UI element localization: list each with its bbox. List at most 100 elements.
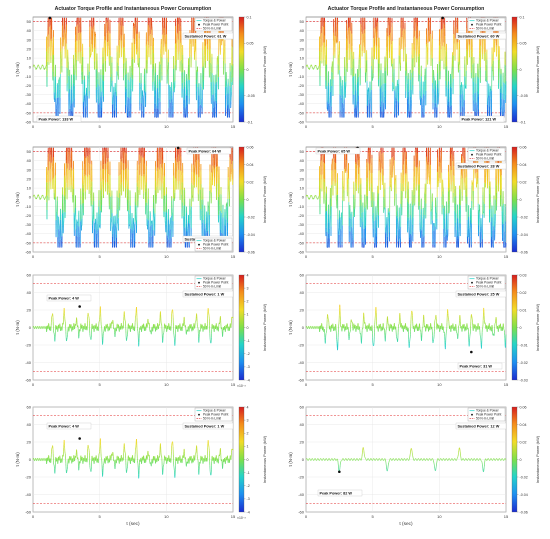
colorbar-tick-label: 0.06 bbox=[247, 145, 254, 149]
legend-marker-peak bbox=[198, 23, 200, 26]
colorbar-tick-label: -0.05 bbox=[247, 94, 255, 98]
y-tick-label: 10 bbox=[300, 186, 305, 191]
y-tick-label: 0 bbox=[29, 195, 32, 200]
y-tick-label: -40 bbox=[298, 231, 305, 236]
sustained-power-label: Sustained Power: 61 W bbox=[185, 35, 227, 39]
torque-power-series bbox=[32, 147, 234, 248]
colorbar-label: Instantaneous Power (kW) bbox=[262, 45, 267, 93]
colorbar-tick-label: -0.04 bbox=[247, 233, 255, 237]
y-axis-label: τ (N·m) bbox=[15, 62, 20, 77]
y-tick-label: 50 bbox=[300, 19, 305, 24]
peak-power-annotation: Peak Power: 133 W bbox=[36, 115, 82, 123]
peak-power-point bbox=[441, 16, 444, 20]
y-tick-label: -50 bbox=[298, 110, 305, 115]
legend-label: Torque & Power bbox=[476, 19, 500, 23]
chart-title: Actuator Torque Profile and Instantaneou… bbox=[328, 6, 485, 12]
legend-label: 50 N·m Limit bbox=[203, 247, 221, 251]
x-tick-label: 0 bbox=[305, 124, 308, 129]
y-tick-label: -30 bbox=[298, 92, 305, 97]
y-tick-label: 50 bbox=[27, 19, 32, 24]
y-tick-label: 0 bbox=[302, 195, 305, 200]
chart-panel-1: Actuator Torque Profile and Instantaneou… bbox=[15, 6, 267, 129]
y-tick-label: 30 bbox=[27, 167, 32, 172]
y-axis-label: τ (N·m) bbox=[288, 192, 293, 207]
y-tick-label: 40 bbox=[300, 158, 305, 163]
colorbar-tick-label: 0.05 bbox=[247, 42, 254, 46]
y-tick-label: -20 bbox=[25, 213, 32, 218]
y-tick-label: -30 bbox=[25, 92, 32, 97]
colorbar-tick-label: -0.06 bbox=[247, 250, 255, 254]
y-tick-label: -50 bbox=[298, 240, 305, 245]
legend-label: Peak Power Point bbox=[476, 23, 501, 27]
legend-marker-peak bbox=[198, 243, 200, 246]
x-tick-label: 0 bbox=[32, 254, 35, 259]
y-tick-label: -40 bbox=[298, 101, 305, 106]
peak-power-label: Peak Power: 133 W bbox=[39, 118, 74, 122]
legend-marker-peak bbox=[471, 23, 473, 26]
y-tick-label: -30 bbox=[298, 222, 305, 227]
x-tick-label: 10 bbox=[437, 124, 442, 129]
x-tick-label: 15 bbox=[231, 124, 236, 129]
y-tick-label: 20 bbox=[300, 46, 305, 51]
peak-power-annotation: Peak Power: 121 W bbox=[459, 115, 505, 123]
colorbar-tick-label: -0.05 bbox=[520, 94, 528, 98]
x-tick-label: 5 bbox=[99, 124, 102, 129]
y-tick-label: 20 bbox=[300, 176, 305, 181]
y-tick-label: 10 bbox=[27, 186, 32, 191]
y-tick-label: -30 bbox=[25, 222, 32, 227]
peak-power-label: Peak Power: 64 W bbox=[189, 150, 222, 154]
colorbar-tick-label: 0.05 bbox=[520, 42, 527, 46]
sustained-power-box bbox=[455, 32, 507, 40]
y-tick-label: -60 bbox=[25, 120, 32, 125]
x-tick-label: 10 bbox=[164, 124, 169, 129]
legend-label: 50 N·m Limit bbox=[476, 27, 494, 31]
colorbar-tick-label: -0.1 bbox=[520, 120, 526, 124]
legend-box bbox=[194, 17, 233, 32]
peak-power-annotation: Peak Power: 64 W bbox=[186, 147, 232, 155]
y-tick-label: -40 bbox=[25, 101, 32, 106]
y-tick-label: 10 bbox=[27, 56, 32, 61]
y-tick-label: -50 bbox=[25, 240, 32, 245]
y-tick-label: -10 bbox=[298, 74, 305, 79]
legend-label: Torque & Power bbox=[203, 19, 227, 23]
legend-label: Peak Power Point bbox=[203, 23, 228, 27]
x-tick-label: 0 bbox=[305, 254, 308, 259]
y-tick-label: 0 bbox=[29, 65, 32, 70]
colorbar-tick-label: -0.02 bbox=[247, 215, 255, 219]
y-tick-label: -10 bbox=[298, 204, 305, 209]
x-tick-label: 10 bbox=[437, 254, 442, 259]
y-tick-label: -40 bbox=[25, 231, 32, 236]
sustained-power-box bbox=[182, 32, 234, 40]
y-tick-label: -20 bbox=[25, 83, 32, 88]
torque-power-series bbox=[32, 17, 234, 118]
y-tick-label: 20 bbox=[27, 176, 32, 181]
chart-title: Actuator Torque Profile and Instantaneou… bbox=[55, 6, 212, 12]
y-tick-label: -10 bbox=[25, 74, 32, 79]
y-tick-label: -10 bbox=[25, 204, 32, 209]
y-tick-label: -20 bbox=[298, 213, 305, 218]
x-tick-label: 5 bbox=[99, 254, 102, 259]
colorbar-tick-label: 0.02 bbox=[247, 180, 254, 184]
colorbar bbox=[238, 146, 245, 253]
x-tick-label: 15 bbox=[504, 124, 509, 129]
y-tick-label: 0 bbox=[302, 65, 305, 70]
y-tick-label: 40 bbox=[300, 28, 305, 33]
y-tick-label: -20 bbox=[298, 83, 305, 88]
peak-power-point bbox=[176, 146, 180, 150]
y-tick-label: -50 bbox=[25, 110, 32, 115]
y-tick-label: 50 bbox=[300, 149, 305, 154]
peak-power-box bbox=[459, 115, 505, 123]
y-tick-label: -60 bbox=[25, 250, 32, 255]
colorbar-tick-label: 0 bbox=[520, 68, 522, 72]
y-tick-label: 30 bbox=[300, 37, 305, 42]
y-tick-label: -60 bbox=[298, 120, 305, 125]
sustained-power-annotation: Sustained Power: 60 W bbox=[455, 32, 507, 40]
x-tick-label: 0 bbox=[32, 124, 35, 129]
x-tick-label: 10 bbox=[164, 254, 169, 259]
